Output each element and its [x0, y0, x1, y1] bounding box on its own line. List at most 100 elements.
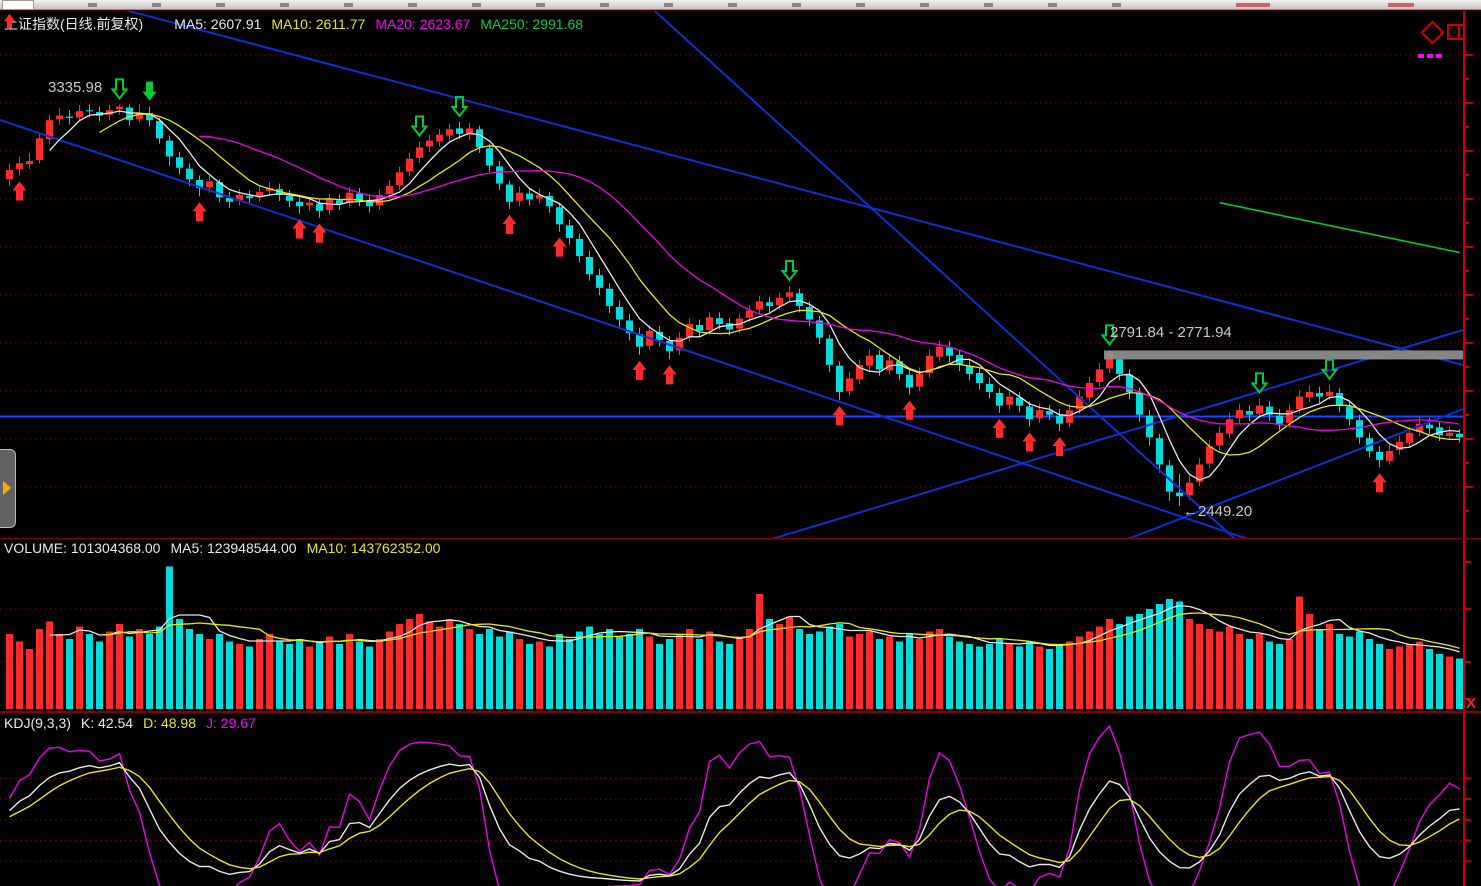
volume-bar: [386, 631, 393, 709]
candle-body: [626, 320, 633, 334]
volume-bar: [836, 624, 843, 709]
candle-body: [346, 192, 353, 204]
candle-body: [146, 112, 153, 121]
volume-bar: [606, 629, 613, 709]
candle-body: [926, 355, 933, 373]
volume-bar: [456, 624, 463, 709]
volume-bar: [1406, 644, 1413, 709]
sidebar-expand-handle[interactable]: [0, 449, 16, 528]
volume-bar: [1456, 658, 1463, 709]
volume-bar: [626, 634, 633, 709]
candle-body: [556, 207, 563, 225]
buy-arrow: [832, 406, 847, 426]
candle-body: [686, 324, 693, 337]
menubar-quote-fragment-2: [1388, 3, 1414, 7]
low-price-label: ←2449.20: [1183, 503, 1253, 520]
buy-arrow: [1052, 436, 1067, 456]
candle-body: [1436, 427, 1443, 436]
volume-bar: [646, 636, 653, 709]
candle-body: [1406, 432, 1413, 443]
volume-bar: [96, 641, 103, 709]
buy-arrow: [632, 360, 647, 380]
candle-body: [526, 193, 533, 200]
candle-body: [846, 378, 853, 392]
candle-body: [36, 138, 43, 161]
kdj-j-value: J: 29.67: [206, 715, 256, 731]
sell-signal-arrow: [1320, 358, 1339, 381]
candle-body: [1086, 382, 1093, 398]
volume-bar: [756, 594, 763, 709]
volume-bar: [316, 641, 323, 709]
candle-body: [796, 293, 803, 306]
volume-bar: [746, 629, 753, 709]
ma10-value: MA10: 2611.77: [271, 16, 366, 32]
candle-body: [726, 323, 733, 330]
candle-body: [1126, 374, 1133, 393]
kdj-header: KDJ(9,3,3) K: 42.54 D: 48.98 J: 29.67: [4, 715, 266, 731]
candle-body: [326, 199, 333, 210]
candle-body: [1456, 433, 1463, 438]
volume-bar: [366, 646, 373, 709]
kdj-close-button[interactable]: X: [1466, 695, 1477, 712]
volume-bar: [36, 629, 43, 709]
volume-bar: [1316, 629, 1323, 709]
volume-bar: [246, 646, 253, 709]
kdj-d-value: D: 48.98: [143, 715, 197, 731]
kdj-canvas[interactable]: [0, 713, 1481, 886]
candle-body: [756, 301, 763, 310]
volume-bar: [1176, 601, 1183, 709]
menubar-quote-fragment-1: [1236, 3, 1270, 7]
candle-body: [1386, 450, 1393, 461]
buy-arrow: [1372, 473, 1387, 493]
volume-bar: [6, 634, 13, 709]
volume-bar: [1046, 649, 1053, 709]
volume-bar: [906, 634, 913, 709]
volume-bar: [1226, 626, 1233, 709]
volume-bar: [1366, 639, 1373, 709]
volume-bar: [476, 634, 483, 709]
volume-bar: [676, 634, 683, 709]
volume-bar: [436, 626, 443, 709]
ma20-line: [199, 135, 1460, 431]
candle-body: [226, 198, 233, 202]
main-chart-header: 上证指数(日线.前复权) MA5: 2607.91 MA10: 2611.77 MA2…: [4, 14, 593, 34]
volume-bar: [786, 616, 793, 709]
volume-bar: [76, 626, 83, 709]
candle-body: [1026, 406, 1033, 420]
volume-bar: [286, 644, 293, 709]
volume-canvas[interactable]: [0, 539, 1481, 711]
candle-body: [876, 354, 883, 370]
candle-body: [1136, 392, 1143, 415]
candle-body: [976, 372, 983, 383]
candle-body: [816, 320, 823, 338]
volume-bar: [1306, 614, 1313, 709]
volume-bar: [1166, 599, 1173, 709]
main-chart-canvas[interactable]: [0, 11, 1481, 538]
sell-signal-arrow: [1250, 372, 1269, 394]
candle-body: [576, 238, 583, 257]
candle-body: [1276, 415, 1283, 424]
volume-bar: [416, 614, 423, 709]
top-menubar[interactable]: [0, 0, 1481, 10]
volume-bar: [716, 641, 723, 709]
volume-bar: [586, 626, 593, 709]
volume-bar: [166, 566, 173, 709]
volume-bar: [666, 639, 673, 709]
volume-bar: [446, 619, 453, 709]
volume-bar: [1416, 641, 1423, 709]
trendline: [771, 329, 1464, 538]
volume-bar: [706, 631, 713, 709]
volume-bar: [1126, 616, 1133, 709]
volume-bar: [506, 631, 513, 709]
volume-bar: [186, 629, 193, 709]
kdj-k-line: [9, 761, 1460, 882]
candle-body: [676, 337, 683, 351]
candle-body: [216, 182, 223, 198]
sell-signal-arrow: [780, 260, 799, 282]
candle-body: [1256, 405, 1263, 414]
kdj-panel: KDJ(9,3,3) K: 42.54 D: 48.98 J: 29.67 X: [0, 695, 1481, 886]
more-options-icon[interactable]: [1418, 45, 1445, 63]
volume-bar: [656, 644, 663, 709]
volume-bar: [966, 644, 973, 709]
window-split-icon[interactable]: [1447, 24, 1465, 40]
